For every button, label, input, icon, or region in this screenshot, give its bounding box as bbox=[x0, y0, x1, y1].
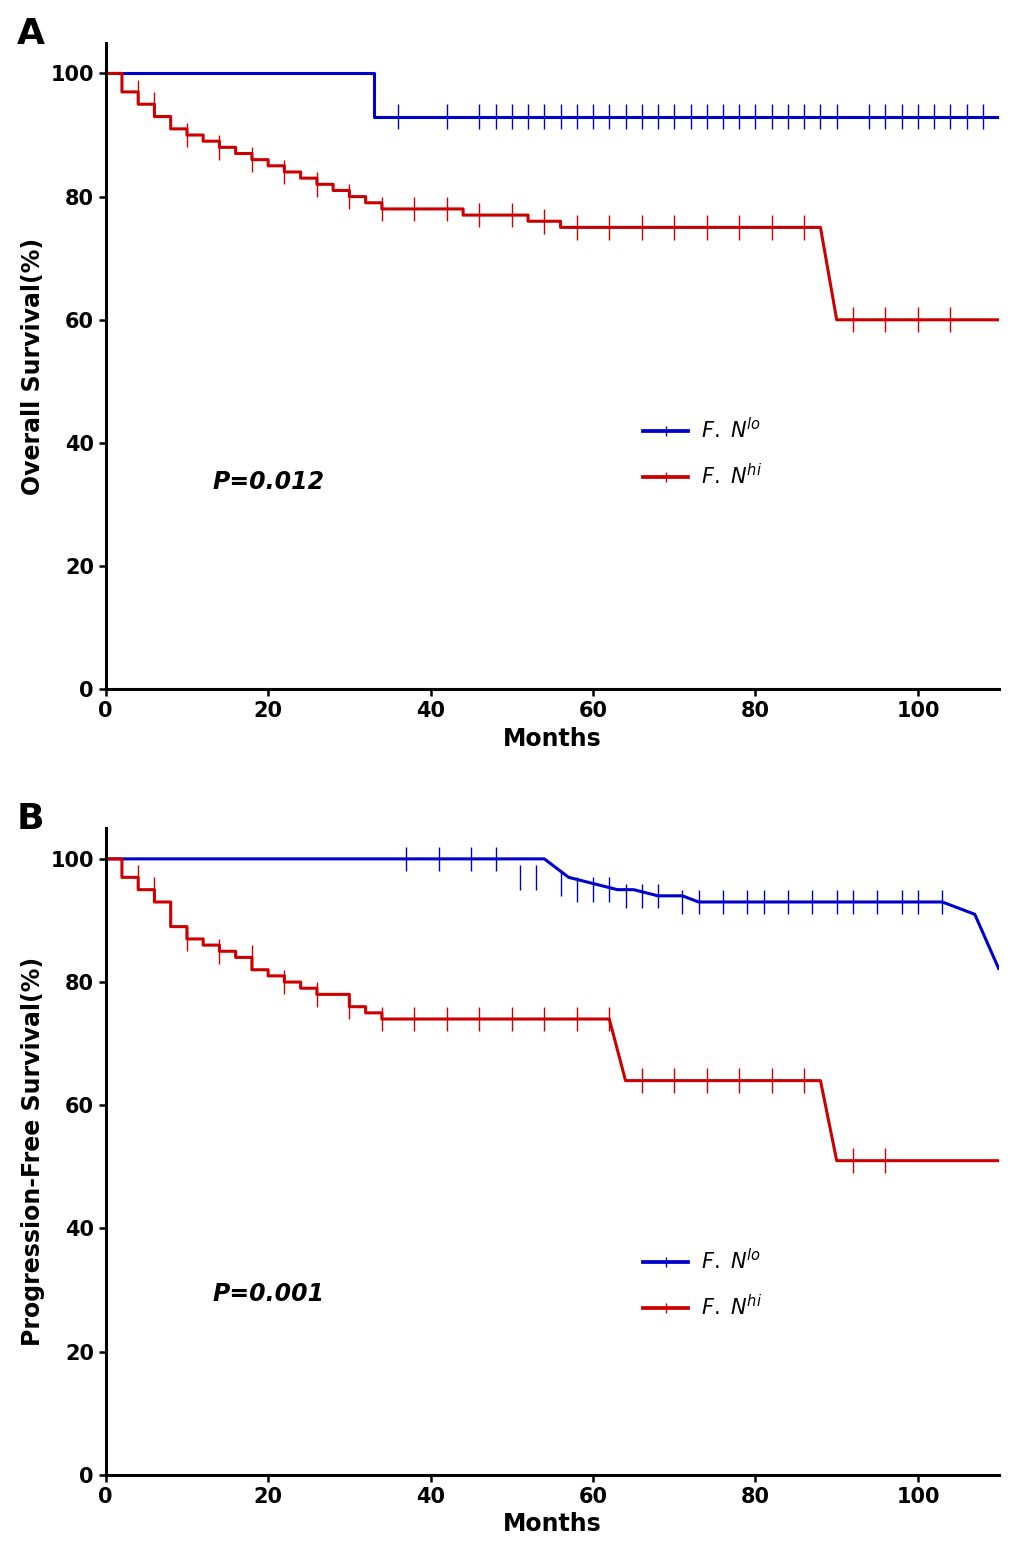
Y-axis label: Overall Survival(%): Overall Survival(%) bbox=[20, 237, 45, 495]
Y-axis label: Progression-Free Survival(%): Progression-Free Survival(%) bbox=[20, 958, 45, 1345]
Legend: $\mathit{F.}$ $\mathit{N}$$^{lo}$, $\mathit{F.}$ $\mathit{N}$$^{hi}$: $\mathit{F.}$ $\mathit{N}$$^{lo}$, $\mat… bbox=[634, 409, 769, 497]
Text: A: A bbox=[16, 17, 44, 51]
X-axis label: Months: Months bbox=[502, 1512, 601, 1537]
Text: B: B bbox=[16, 802, 44, 836]
Text: P=0.001: P=0.001 bbox=[213, 1281, 325, 1306]
Legend: $\mathit{F.}$ $\mathit{N}$$^{lo}$, $\mathit{F.}$ $\mathit{N}$$^{hi}$: $\mathit{F.}$ $\mathit{N}$$^{lo}$, $\mat… bbox=[634, 1239, 769, 1328]
X-axis label: Months: Months bbox=[502, 727, 601, 750]
Text: P=0.012: P=0.012 bbox=[213, 470, 325, 495]
